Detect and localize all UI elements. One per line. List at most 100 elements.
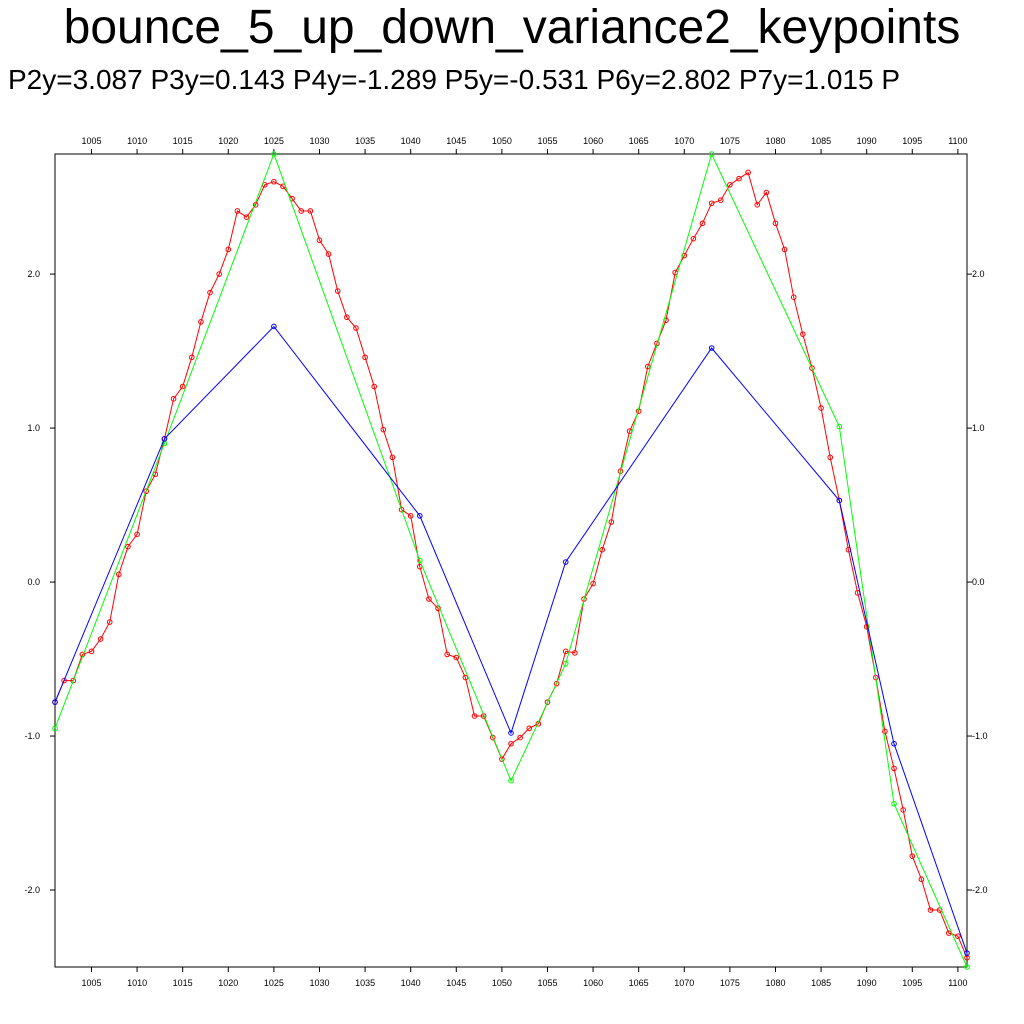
- series-1-point: [736, 175, 742, 182]
- series-1-point: [681, 252, 688, 259]
- series-1-point: [508, 740, 514, 747]
- series-1-point: [489, 734, 496, 741]
- series-1-point: [362, 354, 368, 361]
- x-axis: 1005 1005 1010 1010 1015 1015 1020 1020 1025 1025…: [81, 136, 967, 988]
- x-tick-label-bottom: 1075: [720, 978, 740, 988]
- series-1-point: [590, 580, 596, 587]
- x-tick-label-top: 1030: [309, 136, 329, 146]
- series-1-point: [426, 596, 432, 602]
- y-tick-label-right: 1.0: [972, 423, 985, 433]
- series-1-point: [727, 181, 733, 188]
- y-tick-label-right: -2.0: [972, 885, 988, 895]
- series-2-point: [891, 800, 897, 807]
- x-tick-label-top: 1050: [492, 136, 512, 146]
- y-tick-label-left: -1.0: [24, 731, 40, 741]
- y-tick-label-left: -2.0: [24, 885, 40, 895]
- x-tick-label-bottom: 1005: [81, 978, 101, 988]
- series-1-point: [234, 208, 241, 214]
- x-tick-label-bottom: 1025: [264, 978, 284, 988]
- series-1-point: [70, 677, 77, 684]
- series-1-point: [207, 289, 213, 296]
- x-tick-label-top: 1100: [948, 136, 967, 146]
- series-1-point: [572, 650, 578, 656]
- series-1-point: [544, 699, 551, 705]
- series-1-point: [781, 246, 788, 253]
- y-tick-label-left: 2.0: [27, 269, 40, 279]
- series-1-point: [918, 876, 925, 883]
- x-tick-label-bottom: 1055: [537, 978, 557, 988]
- series-3-point: [562, 559, 569, 565]
- x-tick-label-top: 1040: [401, 136, 421, 146]
- series-1-point: [353, 325, 359, 331]
- x-tick-label-top: 1025: [264, 136, 284, 146]
- x-tick-label-top: 1035: [355, 136, 375, 146]
- x-tick-label-bottom: 1085: [811, 978, 831, 988]
- x-tick-label-bottom: 1030: [309, 978, 329, 988]
- series-1-point: [599, 546, 606, 553]
- series-layer: [52, 151, 970, 970]
- series-1-point: [444, 651, 450, 658]
- series-1-point: [553, 680, 560, 687]
- x-tick-label-top: 1075: [720, 136, 740, 146]
- series-1-point: [955, 933, 961, 940]
- series-2-point: [271, 151, 277, 157]
- x-tick-label-bottom: 1015: [173, 978, 193, 988]
- y-tick-label-right: 0.0: [972, 577, 985, 587]
- y-axis: 2.0 2.0 1.0 1.0 0.0 0.0 -1.0 -1.0 -2.0 -2.0: [24, 269, 987, 895]
- series-3-point: [417, 513, 423, 519]
- x-tick-label-bottom: 1095: [902, 978, 922, 988]
- series-1-point: [562, 648, 569, 655]
- x-tick-label-top: 1090: [857, 136, 877, 146]
- series-1-point: [900, 807, 906, 813]
- series-1-point: [225, 246, 232, 253]
- x-tick-label-top: 1015: [173, 136, 193, 146]
- x-tick-label-bottom: 1035: [355, 978, 375, 988]
- x-tick-label-top: 1045: [446, 136, 466, 146]
- series-1-point: [453, 654, 460, 661]
- series-1-point: [927, 907, 934, 913]
- series-line-3: [54, 325, 968, 954]
- series-1-point: [371, 383, 378, 390]
- series-2-point: [836, 423, 843, 430]
- series-3-point: [271, 323, 277, 330]
- y-tick-label-left: 1.0: [27, 423, 40, 433]
- series-1-point: [800, 331, 806, 337]
- series-1-point: [608, 519, 615, 525]
- x-tick-label-bottom: 1020: [218, 978, 238, 988]
- x-tick-label-top: 1085: [811, 136, 831, 146]
- x-tick-label-top: 1065: [629, 136, 649, 146]
- series-1-point: [344, 314, 350, 321]
- series-1-point: [389, 454, 396, 461]
- series-3-point: [891, 740, 897, 747]
- series-1-point: [334, 288, 341, 294]
- series-1-point: [134, 531, 140, 538]
- series-1-point: [690, 235, 697, 242]
- x-tick-label-top: 1060: [583, 136, 603, 146]
- series-1-point: [216, 271, 222, 277]
- series-line-1: [54, 171, 968, 958]
- series-line-2: [54, 152, 968, 968]
- series-1-point: [116, 571, 122, 578]
- series-1-point: [462, 674, 469, 681]
- series-2-point: [562, 660, 569, 667]
- series-1-point: [106, 619, 113, 625]
- x-tick-label-bottom: 1070: [674, 978, 694, 988]
- x-tick-label-bottom: 1050: [492, 978, 512, 988]
- series-1-point: [316, 237, 323, 244]
- series-1-point: [699, 220, 706, 227]
- series-1-point: [517, 734, 523, 741]
- series-1-point: [143, 488, 149, 495]
- series-3-point: [508, 730, 514, 736]
- x-tick-label-bottom: 1040: [401, 978, 421, 988]
- series-2-point: [417, 557, 423, 564]
- y-tick-label-left: 0.0: [27, 577, 40, 587]
- x-tick-label-top: 1080: [765, 136, 785, 146]
- y-tick-label-right: -1.0: [972, 731, 988, 741]
- y-tick-label-right: 2.0: [972, 269, 985, 279]
- series-1-point: [298, 208, 305, 214]
- series-1-point: [88, 648, 95, 655]
- series-1-point: [271, 178, 277, 185]
- series-2-point: [508, 777, 514, 784]
- series-1-point: [772, 220, 779, 227]
